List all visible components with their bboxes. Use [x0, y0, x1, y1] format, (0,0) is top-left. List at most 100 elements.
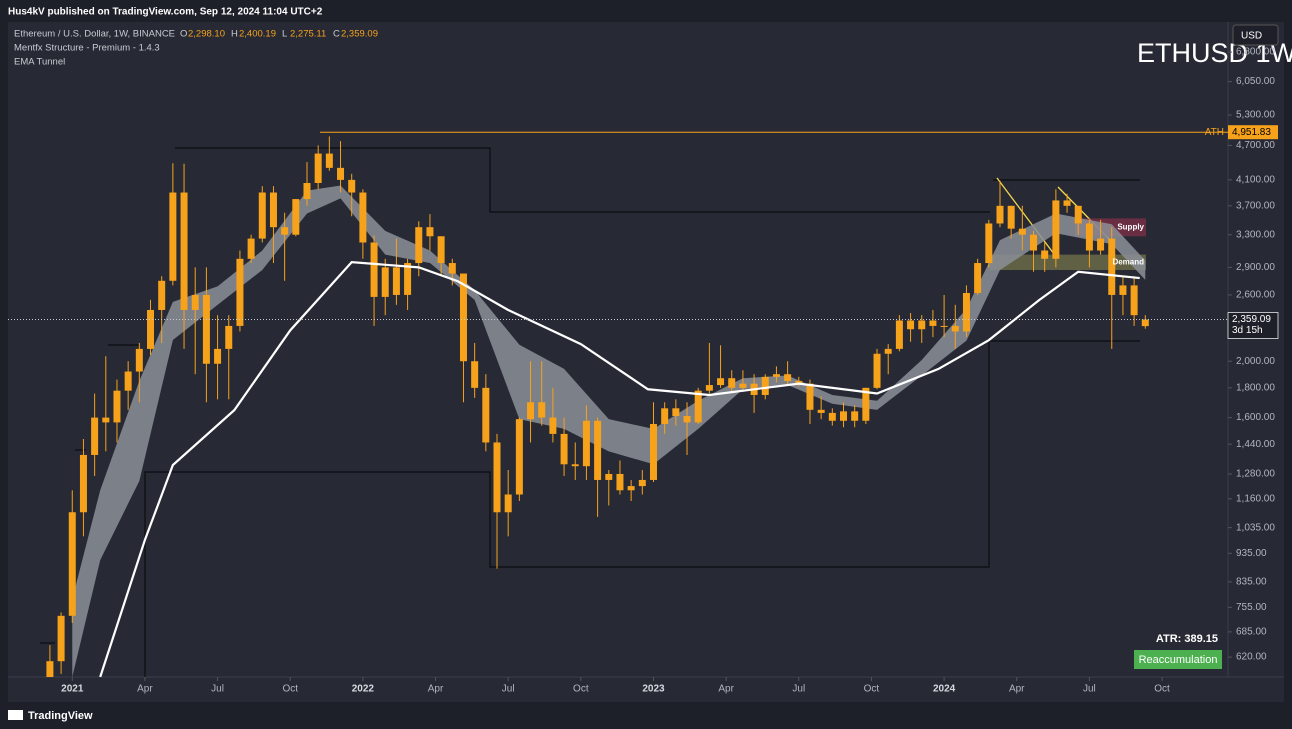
zone-label: Demand: [1112, 257, 1144, 266]
candle-body: [303, 182, 311, 200]
candle-body: [605, 473, 613, 480]
ohlc-key: O: [180, 29, 187, 40]
ema-line: [99, 261, 1140, 677]
candle-body: [527, 402, 535, 420]
price-label: 2,359.09: [1232, 314, 1271, 325]
logo: [8, 710, 23, 720]
candle-body: [404, 263, 412, 295]
y-tick-label: 685.00: [1236, 627, 1267, 638]
candle-body: [381, 267, 389, 297]
candle-body: [348, 179, 356, 193]
ohlc-value: 2,275.11: [290, 29, 326, 40]
candle-body: [1041, 250, 1049, 259]
candle-body: [1119, 285, 1127, 295]
y-tick-label: 935.00: [1236, 548, 1267, 559]
zone: [990, 254, 1146, 270]
candle-body: [705, 385, 713, 391]
candle-body: [202, 294, 210, 364]
candle-body: [46, 661, 54, 677]
footer-brand: TradingView: [28, 710, 93, 722]
candle-body: [862, 387, 870, 421]
candle-body: [594, 420, 602, 480]
y-tick-label: 3,300.00: [1236, 229, 1275, 240]
y-tick-label: 6,800.00: [1236, 47, 1275, 58]
candle-body: [627, 486, 635, 491]
candle-body: [1074, 205, 1082, 224]
candle-body: [638, 479, 646, 487]
candle-body: [169, 192, 177, 281]
x-tick-label: Jul: [1083, 684, 1096, 695]
candle-body: [79, 454, 87, 513]
ath-label: ATH: [1205, 127, 1224, 138]
y-tick-label: 1,035.00: [1236, 522, 1275, 533]
candle-body: [191, 294, 199, 310]
candle-body: [1063, 200, 1071, 206]
y-tick-label: 2,900.00: [1236, 262, 1275, 273]
candle-body: [840, 411, 848, 421]
candle-body: [158, 280, 166, 310]
indicator: Mentfx Structure - Premium - 1.4.3: [14, 43, 160, 54]
candle-body: [269, 192, 277, 228]
x-tick-label: Apr: [137, 684, 153, 695]
y-tick-label: 1,280.00: [1236, 469, 1275, 480]
plot-area: [40, 136, 1149, 677]
candle-body: [649, 423, 657, 480]
candle-body: [549, 417, 557, 434]
candle-body: [247, 238, 255, 259]
ohlc-value: 2,359.09: [341, 29, 378, 40]
candle-body: [504, 494, 512, 513]
y-tick-label: 2,600.00: [1236, 290, 1275, 301]
candle-body: [929, 320, 937, 326]
candle-body: [672, 408, 680, 417]
candle-body: [370, 242, 378, 297]
chart-panel: [8, 22, 1284, 702]
candle-body: [392, 267, 400, 295]
candle-body: [482, 387, 490, 443]
candle-body: [1007, 205, 1015, 229]
candle-body: [907, 320, 915, 330]
candle-body: [571, 464, 579, 467]
candle-body: [951, 325, 959, 332]
candle-body: [91, 417, 99, 455]
candle-body: [281, 227, 289, 235]
price-box: [1227, 312, 1279, 339]
atr: ATR: 389.15: [1156, 633, 1218, 645]
candle-body: [828, 412, 836, 421]
candle-body: [683, 416, 691, 423]
candle-body: [817, 409, 825, 413]
candle-body: [873, 353, 881, 388]
candle-body: [57, 615, 65, 662]
candle-body: [236, 258, 244, 326]
y-tick-label: 1,600.00: [1236, 412, 1275, 423]
candle-body: [582, 420, 590, 467]
phase: Reaccumulation: [1139, 654, 1218, 666]
candle-body: [1141, 319, 1149, 327]
candle-body: [102, 417, 110, 423]
ohlc-value: 2,298.10: [188, 29, 225, 40]
candle-body: [415, 227, 423, 264]
candle-body: [560, 433, 568, 465]
candle-body: [459, 273, 467, 362]
phase-box: [1134, 650, 1222, 669]
candle-body: [426, 227, 434, 237]
candle-body: [493, 442, 501, 513]
candle-body: [884, 348, 892, 354]
publisher: Hus4kV published on TradingView.com, Sep…: [8, 7, 323, 18]
x-tick-label: Apr: [1009, 684, 1025, 695]
currency-box[interactable]: [1232, 24, 1279, 46]
ohlc-value: 2,400.19: [239, 29, 276, 40]
ohlc-key: H: [231, 29, 238, 40]
x-tick-label: 2023: [642, 684, 665, 695]
candle-body: [135, 348, 143, 372]
candle-body: [538, 402, 546, 418]
currency[interactable]: USD: [1241, 31, 1262, 42]
countdown: 3d 15h: [1232, 325, 1263, 336]
y-tick-label: 835.00: [1236, 577, 1267, 588]
candle-body: [795, 380, 803, 384]
candle-body: [1130, 285, 1138, 316]
y-tick-label: 1,440.00: [1236, 439, 1275, 450]
candle-body: [962, 293, 970, 332]
y-tick-label: 2,000.00: [1236, 356, 1275, 367]
indicator: EMA Tunnel: [14, 57, 65, 68]
